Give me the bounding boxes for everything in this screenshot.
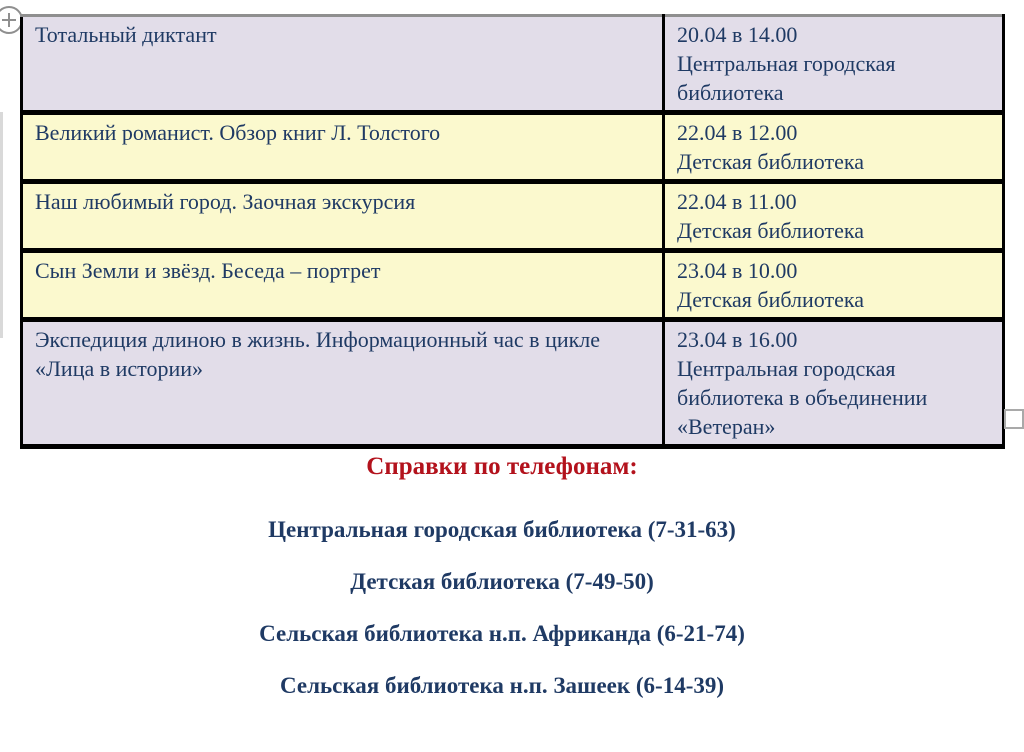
event-location: Детская библиотека	[677, 287, 864, 312]
event-cell[interactable]: Наш любимый город. Заочная экскурсия	[20, 179, 665, 253]
event-datetime: 22.04 в 11.00	[677, 189, 797, 214]
event-title: Тотальный диктант	[35, 22, 217, 47]
table-row: Экспедиция длиною в жизнь. Информационны…	[20, 317, 1005, 449]
page-edge-line	[0, 112, 3, 338]
event-title: Наш любимый город. Заочная экскурсия	[35, 189, 416, 214]
event-datetime: 23.04 в 10.00	[677, 258, 798, 283]
schedule-cell[interactable]: 20.04 в 14.00 Центральная городская библ…	[662, 14, 1005, 115]
contacts-heading[interactable]: Справки по телефонам:	[366, 453, 638, 480]
event-cell[interactable]: Экспедиция длиною в жизнь. Информационны…	[20, 317, 665, 449]
schedule-cell[interactable]: 22.04 в 12.00 Детская библиотека	[662, 110, 1005, 184]
table-row: Сын Земли и звёзд. Беседа – портрет 23.0…	[20, 248, 1005, 322]
contacts-block: Справки по телефонам: Центральная городс…	[0, 452, 1004, 723]
event-cell[interactable]: Сын Земли и звёзд. Беседа – портрет	[20, 248, 665, 322]
event-datetime: 20.04 в 14.00	[677, 22, 798, 47]
event-datetime: 22.04 в 12.00	[677, 120, 798, 145]
table-row: Великий романист. Обзор книг Л. Толстого…	[20, 110, 1005, 184]
event-location: Центральная городская библиотека	[677, 51, 896, 105]
contact-line[interactable]: Сельская библиотека н.п. Зашеек (6-14-39…	[279, 673, 725, 698]
plus-icon	[8, 13, 10, 27]
event-cell[interactable]: Тотальный диктант	[20, 14, 665, 115]
contact-line[interactable]: Детская библиотека (7-49-50)	[350, 569, 654, 594]
event-title: Сын Земли и звёзд. Беседа – портрет	[35, 258, 381, 283]
event-location: Детская библиотека	[677, 149, 864, 174]
schedule-cell[interactable]: 23.04 в 10.00 Детская библиотека	[662, 248, 1005, 322]
contact-line[interactable]: Сельская библиотека н.п. Африканда (6-21…	[259, 621, 745, 646]
event-location: Детская библиотека	[677, 218, 864, 243]
events-table: Тотальный диктант 20.04 в 14.00 Централь…	[20, 14, 1005, 449]
schedule-cell[interactable]: 22.04 в 11.00 Детская библиотека	[662, 179, 1005, 253]
event-cell[interactable]: Великий романист. Обзор книг Л. Толстого	[20, 110, 665, 184]
table-resize-handle[interactable]	[1004, 409, 1024, 429]
schedule-cell[interactable]: 23.04 в 16.00 Центральная городская библ…	[662, 317, 1005, 449]
table-row: Наш любимый город. Заочная экскурсия 22.…	[20, 179, 1005, 253]
event-location: Центральная городская библиотека в объед…	[677, 356, 928, 439]
contact-line[interactable]: Центральная городская библиотека (7-31-6…	[268, 517, 736, 542]
event-title: Великий романист. Обзор книг Л. Толстого	[35, 120, 441, 145]
event-datetime: 23.04 в 16.00	[677, 327, 798, 352]
table-row: Тотальный диктант 20.04 в 14.00 Централь…	[20, 14, 1005, 115]
event-title: Экспедиция длиною в жизнь. Информационны…	[35, 327, 601, 381]
